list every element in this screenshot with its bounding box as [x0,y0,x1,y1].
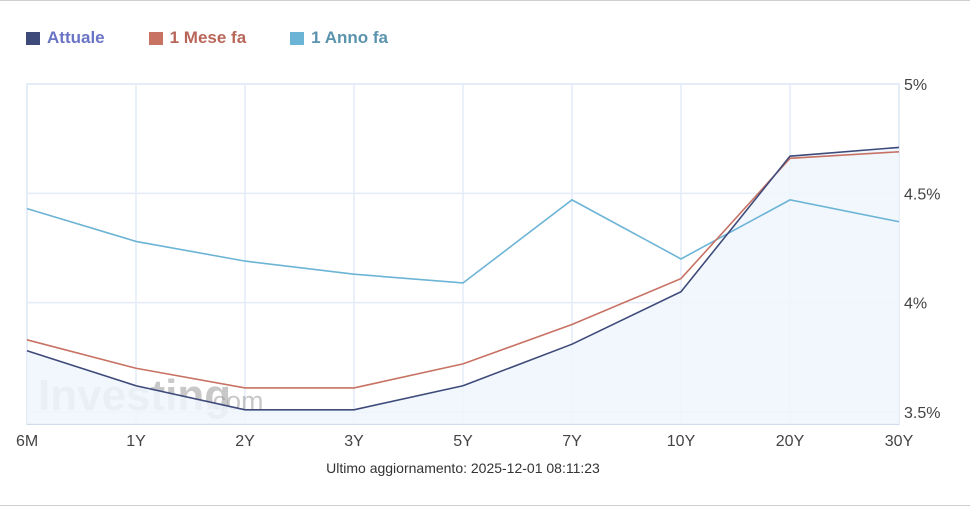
legend-swatch-icon [148,31,163,45]
x-tick-label: 20Y [776,433,805,450]
legend-item-attuale[interactable]: Attuale [26,28,105,48]
x-tick-label: 6M [16,433,38,450]
x-tick-label: 1Y [126,433,146,450]
chart-legend: Attuale 1 Mese fa 1 Anno fa [26,28,432,48]
legend-item-1-mese-fa[interactable]: 1 Mese fa [148,28,247,48]
attuale-area-fill [27,147,899,424]
legend-swatch-icon [26,31,40,45]
legend-item-1-anno-fa[interactable]: 1 Anno fa [290,28,388,48]
series-line-1-anno-fa[interactable] [26,198,900,284]
y-tick-label: 4.5% [904,186,940,203]
legend-label: Attuale [47,28,105,47]
legend-label: 1 Mese fa [169,28,247,47]
series-line-1-mese-fa[interactable] [26,150,900,389]
y-tick-label: 4% [904,296,927,313]
bottom-divider [0,505,970,506]
y-tick-label: 3.5% [904,405,940,422]
legend-swatch-icon [290,31,305,45]
x-axis-labels: 6M 1Y 2Y 3Y 5Y 7Y 10Y 20Y 30Y [16,433,914,450]
x-tick-label: 5Y [453,433,473,450]
series-line-attuale[interactable] [26,146,900,411]
y-axis-labels: 3.5% 4% 4.5% 5% [904,77,940,422]
x-tick-label: 3Y [344,433,364,450]
last-update-text: Ultimo aggiornamento: 2025-12-01 08:11:2… [326,460,600,476]
top-divider [0,0,970,1]
legend-label: 1 Anno fa [311,28,388,47]
x-tick-label: 2Y [235,433,255,450]
x-tick-label: 10Y [667,433,696,450]
x-tick-label: 7Y [562,433,582,450]
y-tick-label: 5% [904,77,927,94]
x-tick-label: 30Y [885,433,914,450]
chart-series-lines [26,146,900,411]
